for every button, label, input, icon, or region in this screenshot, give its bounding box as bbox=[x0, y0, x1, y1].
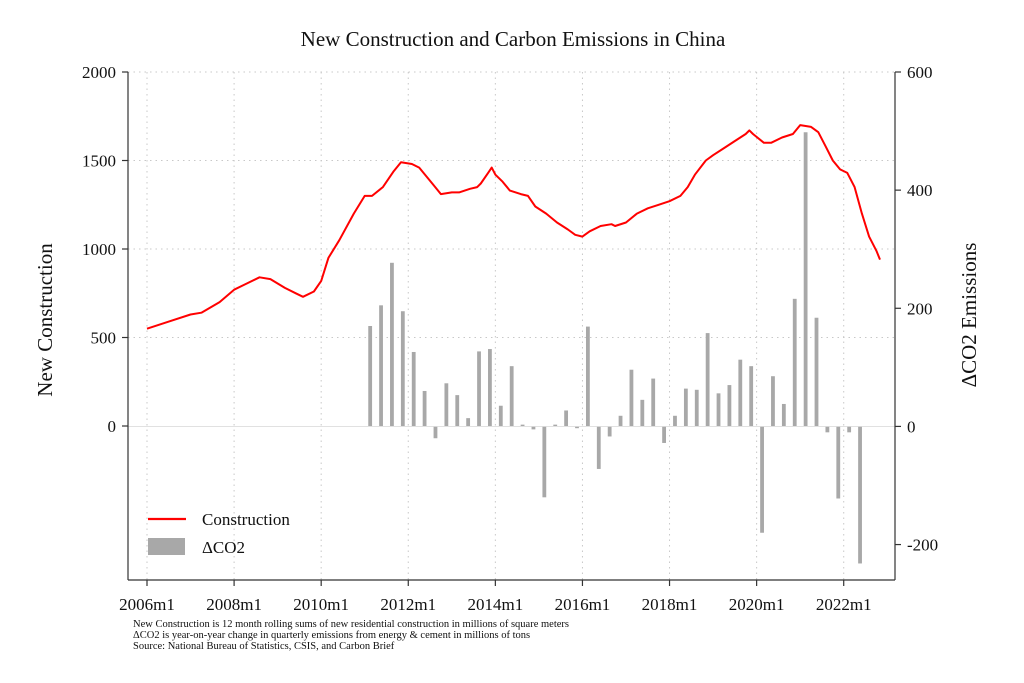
x-tick-label: 2016m1 bbox=[555, 595, 611, 614]
footnote-source: Source: National Bureau of Statistics, C… bbox=[133, 641, 395, 652]
co2-bar bbox=[825, 426, 830, 433]
co2-bar bbox=[738, 359, 743, 427]
co2-bar bbox=[422, 390, 427, 427]
right-tick-label: 600 bbox=[907, 63, 933, 82]
right-axis-ticks: -200 0 200 400 600 bbox=[895, 63, 938, 555]
construction-line-group bbox=[146, 124, 881, 330]
co2-bar bbox=[477, 351, 481, 427]
co2-bar bbox=[466, 418, 471, 427]
x-tick-label: 2010m1 bbox=[293, 595, 349, 614]
co2-bar bbox=[771, 376, 775, 427]
x-tick-label: 2012m1 bbox=[380, 595, 436, 614]
right-tick-label: 0 bbox=[907, 417, 916, 436]
co2-bar bbox=[379, 305, 383, 427]
right-tick-label: 200 bbox=[907, 299, 933, 318]
co2-bar bbox=[673, 415, 677, 427]
left-axis-title: New Construction bbox=[33, 243, 57, 397]
co2-bar bbox=[531, 426, 536, 430]
co2-bar bbox=[749, 366, 754, 427]
co2-bar bbox=[705, 333, 710, 427]
co2-bar bbox=[629, 369, 634, 427]
construction-line bbox=[146, 124, 881, 330]
footnote-co2: ΔCO2 is year-on-year change in quarterly… bbox=[133, 630, 531, 641]
co2-bar bbox=[390, 262, 394, 427]
co2-bar bbox=[847, 426, 852, 433]
right-tick-label: 400 bbox=[907, 181, 933, 200]
co2-bar bbox=[553, 424, 558, 427]
co2-bar bbox=[488, 349, 492, 427]
x-tick-label: 2020m1 bbox=[729, 595, 785, 614]
footnote-construction: New Construction is 12 month rolling sum… bbox=[133, 619, 569, 630]
legend-co2-label: ΔCO2 bbox=[202, 538, 245, 557]
co2-bar bbox=[662, 426, 666, 443]
chart-title: New Construction and Carbon Emissions in… bbox=[301, 27, 726, 51]
left-tick-label: 1500 bbox=[82, 152, 116, 171]
co2-bar bbox=[803, 132, 808, 427]
x-tick-label: 2014m1 bbox=[467, 595, 523, 614]
co2-bar bbox=[368, 326, 373, 427]
co2-bar bbox=[564, 410, 569, 427]
x-tick-label: 2022m1 bbox=[816, 595, 872, 614]
co2-bar bbox=[509, 366, 514, 427]
co2-bar bbox=[814, 317, 819, 427]
co2-bar bbox=[575, 426, 579, 429]
co2-bar bbox=[760, 426, 764, 533]
co2-bar bbox=[455, 395, 460, 427]
co2-bars bbox=[128, 132, 895, 564]
co2-bar bbox=[792, 298, 797, 427]
co2-bar bbox=[727, 385, 732, 427]
x-tick-label: 2008m1 bbox=[206, 595, 262, 614]
co2-bar bbox=[607, 426, 612, 437]
right-axis-title: ΔCO2 Emissions bbox=[957, 243, 981, 388]
co2-bar bbox=[400, 311, 405, 427]
left-tick-label: 0 bbox=[108, 417, 117, 436]
left-tick-label: 1000 bbox=[82, 240, 116, 259]
co2-bar bbox=[585, 326, 590, 427]
co2-bar bbox=[411, 351, 416, 427]
co2-bar bbox=[498, 405, 503, 427]
co2-bar bbox=[836, 426, 841, 499]
co2-bar bbox=[433, 426, 438, 439]
co2-bar bbox=[596, 426, 601, 469]
legend: Construction ΔCO2 bbox=[148, 510, 290, 557]
co2-bar bbox=[651, 378, 656, 427]
co2-bar bbox=[520, 424, 525, 427]
co2-bar bbox=[858, 426, 862, 564]
co2-bar bbox=[694, 389, 699, 427]
co2-bar bbox=[781, 403, 786, 427]
legend-construction-label: Construction bbox=[202, 510, 290, 529]
co2-bar bbox=[683, 388, 688, 427]
x-tick-label: 2018m1 bbox=[642, 595, 698, 614]
x-tick-label: 2006m1 bbox=[119, 595, 175, 614]
right-tick-label: -200 bbox=[907, 536, 938, 555]
co2-bar bbox=[618, 415, 623, 427]
left-tick-label: 500 bbox=[91, 329, 117, 348]
x-axis-ticks: 2006m1 2008m1 2010m1 2012m1 2014m1 2016m1 2018… bbox=[119, 580, 872, 614]
co2-bar bbox=[444, 383, 449, 427]
left-tick-label: 2000 bbox=[82, 63, 116, 82]
left-axis-ticks: 0 500 1000 1500 2000 bbox=[82, 63, 128, 436]
co2-bar bbox=[716, 393, 721, 427]
co2-bar bbox=[542, 426, 547, 498]
grid-lines bbox=[128, 71, 895, 580]
legend-co2-swatch bbox=[148, 538, 185, 555]
co2-bar bbox=[640, 399, 645, 427]
